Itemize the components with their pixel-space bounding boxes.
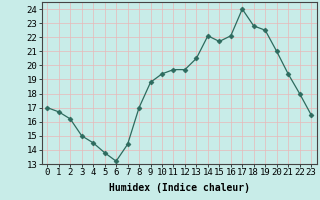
X-axis label: Humidex (Indice chaleur): Humidex (Indice chaleur) [109, 183, 250, 193]
